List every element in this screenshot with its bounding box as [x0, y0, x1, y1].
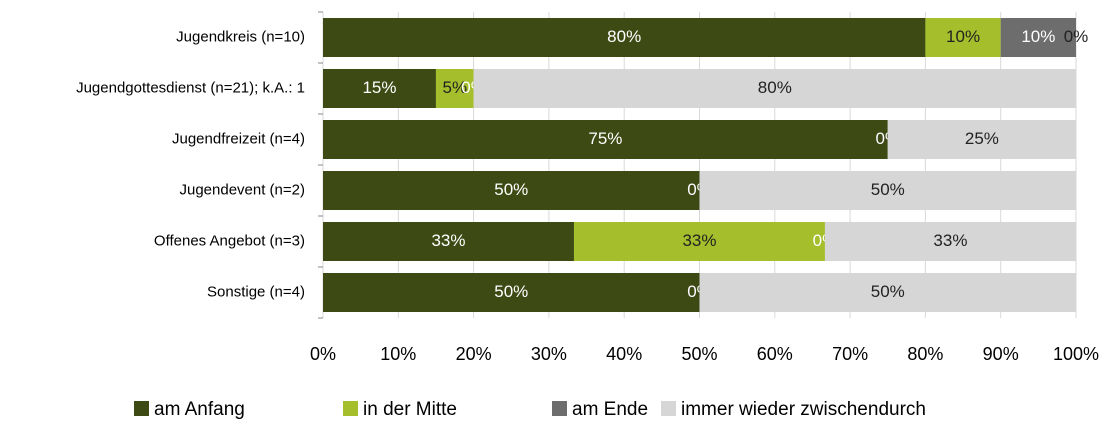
y-tick-label: Jugendkreis (n=10): [176, 28, 305, 45]
x-tick-label: 10%: [380, 344, 416, 364]
data-label: 80%: [607, 27, 641, 46]
bar-segment: [699, 171, 1076, 210]
x-tick-label: 30%: [531, 344, 567, 364]
data-label: 50%: [494, 282, 528, 301]
data-label: 15%: [362, 78, 396, 97]
data-label: 10%: [946, 27, 980, 46]
data-label: 33%: [682, 231, 716, 250]
x-tick-label: 70%: [832, 344, 868, 364]
x-tick-label: 80%: [907, 344, 943, 364]
legend-swatch: [343, 401, 358, 416]
bar-segment: [323, 120, 888, 159]
x-tick-label: 20%: [456, 344, 492, 364]
data-label: 33%: [431, 231, 465, 250]
data-label: 33%: [933, 231, 967, 250]
data-label: 0%: [1064, 27, 1089, 46]
data-label: 80%: [758, 78, 792, 97]
data-label: 75%: [588, 129, 622, 148]
x-tick-label: 60%: [757, 344, 793, 364]
x-tick-label: 100%: [1053, 344, 1099, 364]
data-label: 25%: [965, 129, 999, 148]
x-tick-label: 90%: [983, 344, 1019, 364]
data-label: 50%: [871, 180, 905, 199]
legend-swatch: [552, 401, 567, 416]
y-tick-label: Jugendgottesdienst (n=21); k.A.: 1: [76, 79, 305, 96]
bar-segment: [323, 273, 700, 312]
bar-segment: [323, 222, 574, 261]
y-tick-label: Sonstige (n=4): [207, 283, 305, 300]
bar-segment: [1000, 18, 1076, 57]
bar-segment: [323, 69, 436, 108]
bar-segment: [925, 18, 1001, 57]
data-label: 50%: [494, 180, 528, 199]
data-label: 5%: [442, 78, 467, 97]
legend-label: am Anfang: [154, 399, 245, 420]
data-label: 10%: [1021, 27, 1055, 46]
legend-swatch: [134, 401, 149, 416]
x-tick-label: 50%: [681, 344, 717, 364]
bar-segment: [473, 69, 1077, 108]
bar-segment: [824, 222, 1076, 261]
legend-label: am Ende: [572, 399, 648, 420]
x-tick-label: 40%: [606, 344, 642, 364]
y-tick-label: Jugendevent (n=2): [179, 181, 305, 198]
legend-label: in der Mitte: [363, 399, 457, 420]
bar-segment: [323, 18, 926, 57]
y-tick-label: Offenes Angebot (n=3): [154, 232, 305, 249]
bar-segment: [435, 69, 474, 108]
legend-label: immer wieder zwischendurch: [681, 399, 926, 420]
data-label: 50%: [871, 282, 905, 301]
legend-swatch: [661, 401, 676, 416]
y-tick-label: Jugendfreizeit (n=4): [172, 130, 305, 147]
bar-segment: [887, 120, 1076, 159]
bar-segment: [323, 171, 700, 210]
bar-segment: [699, 273, 1076, 312]
x-tick-label: 0%: [310, 344, 336, 364]
bar-segment: [573, 222, 825, 261]
